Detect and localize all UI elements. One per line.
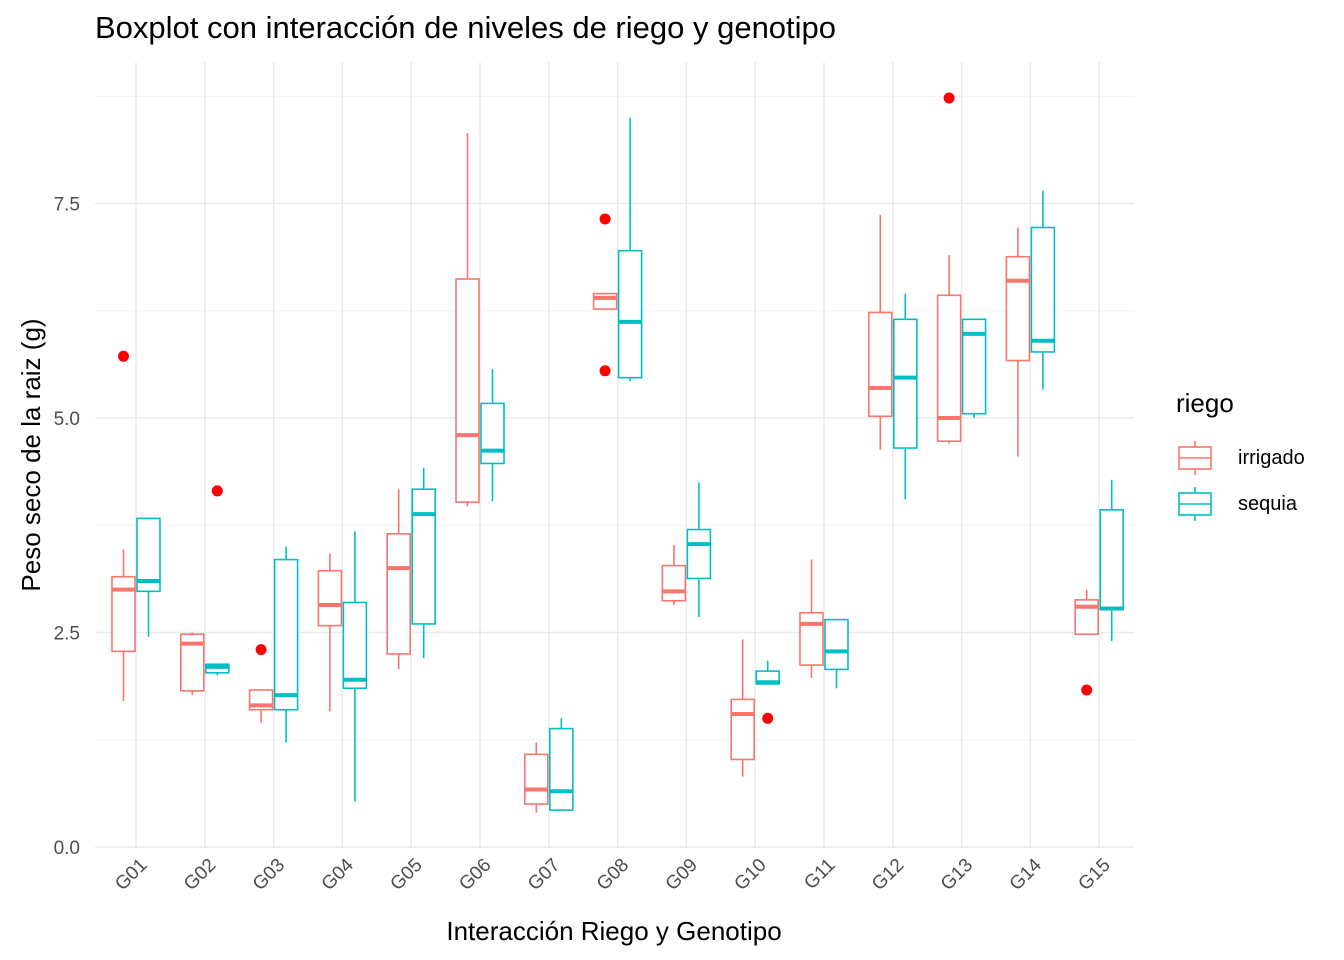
box-irrigado-G10 [730,639,756,777]
box-iqr [273,558,299,711]
box-iqr [661,564,687,602]
box-sequia-G08 [617,117,643,382]
box-iqr [686,528,712,580]
x-axis-label: Interacción Riego y Genotipo [446,916,781,946]
x-tick-label: G08 [593,855,633,895]
box-irrigado-G04 [317,553,343,712]
legend-item-irrigado: irrigado [1176,435,1305,481]
box-irrigado-G14 [1005,227,1031,457]
x-tick-label: G01 [111,855,151,895]
box-iqr [867,311,893,418]
outlier-irrigado-G08 [599,213,611,225]
box-irrigado-G08 [592,292,618,310]
box-sequia-G02 [205,663,230,676]
outlier-sequia-G10 [762,712,774,724]
x-tick-label: G11 [800,855,839,894]
box-iqr [523,753,549,805]
x-tick-label: G14 [1006,854,1047,895]
box-irrigado-G13 [936,254,962,444]
box-sequia-G12 [892,293,918,500]
legend-key-irrigado [1178,441,1212,475]
x-tick-label: G05 [386,855,426,895]
box-irrigado-G03 [248,689,274,723]
box-iqr [1099,509,1124,611]
outlier-irrigado-G01 [118,350,129,362]
box-sequia-G14 [1030,190,1056,390]
box-sequia-G15 [1099,479,1124,642]
box-iqr [961,318,987,415]
box-iqr [317,569,343,627]
box-iqr [730,698,756,761]
x-tick-label: G09 [662,855,702,895]
box-sequia-G05 [411,467,437,659]
legend-key-sequia [1178,487,1212,521]
box-sequia-G04 [342,531,368,802]
box-sequia-G11 [824,618,849,689]
box-sequia-G01 [136,517,161,637]
box-irrigado-G11 [799,559,824,678]
box-irrigado-G06 [455,133,480,507]
box-irrigado-G02 [180,632,205,696]
box-iqr [548,727,574,811]
x-tick-label: G13 [937,855,977,895]
box-irrigado-G15 [1074,589,1099,636]
legend-label-irrigado: irrigado [1238,446,1305,469]
box-irrigado-G05 [386,489,412,670]
box-iqr [342,601,368,690]
grid-layer [95,62,1134,848]
box-irrigado-G01 [111,549,136,702]
x-tick-label: G10 [730,855,770,895]
x-tick-label: G12 [868,855,908,895]
box-iqr [480,402,505,465]
box-iqr [111,575,136,653]
box-irrigado-G09 [661,544,687,606]
box-sequia-G03 [273,546,299,743]
outlier-irrigado-G08 [599,365,611,377]
legend-label-sequia: sequia [1238,492,1297,515]
box-iqr [180,633,205,692]
x-axis-ticks: G01 G02 G03 G04 G05 G06 G07 G08 G09 G10 G11 G12 G13 G… [111,854,1114,895]
y-axis-ticks: 0.0 2.5 5.0 7.5 [54,195,80,860]
outlier-sequia-G02 [211,485,223,497]
outlier-irrigado-G03 [255,644,267,656]
legend-title: riego [1176,388,1234,418]
box-sequia-G09 [686,482,712,618]
box-irrigado-G12 [867,214,893,450]
x-tick-label: G06 [455,855,495,895]
x-tick-label: G15 [1074,855,1114,895]
box-sequia-G07 [548,718,574,811]
y-tick-label: 0.0 [54,838,80,859]
outliers-layer [118,92,1093,724]
y-tick-label: 5.0 [54,409,80,430]
box-iqr [455,278,480,503]
box-sequia-G10 [755,660,781,685]
box-iqr [824,618,849,671]
box-iqr [1030,226,1056,353]
y-tick-label: 2.5 [54,624,80,645]
box-iqr [1005,255,1031,362]
box-iqr [411,488,437,625]
legend-item-sequia: sequia [1176,481,1305,527]
box-irrigado-G07 [523,742,549,813]
x-tick-label: G03 [249,855,289,895]
outlier-irrigado-G15 [1081,684,1093,696]
box-sequia-G13 [961,318,987,418]
y-axis-label: Peso seco de la raiz (g) [16,318,46,591]
outlier-irrigado-G13 [943,92,955,104]
chart-title: Boxplot con interacción de niveles de ri… [95,10,837,45]
y-tick-label: 7.5 [54,195,80,216]
box-iqr [617,249,643,379]
box-iqr [136,517,161,593]
legend: riego irrigado sequia [1176,388,1305,527]
box-iqr [386,533,412,655]
box-iqr [892,318,918,449]
x-tick-label: G04 [318,854,359,895]
boxes-layer [111,117,1124,813]
x-tick-label: G07 [524,855,564,895]
box-iqr [936,294,962,442]
box-iqr [799,611,824,666]
box-sequia-G06 [480,369,505,502]
x-tick-label: G02 [180,855,220,895]
